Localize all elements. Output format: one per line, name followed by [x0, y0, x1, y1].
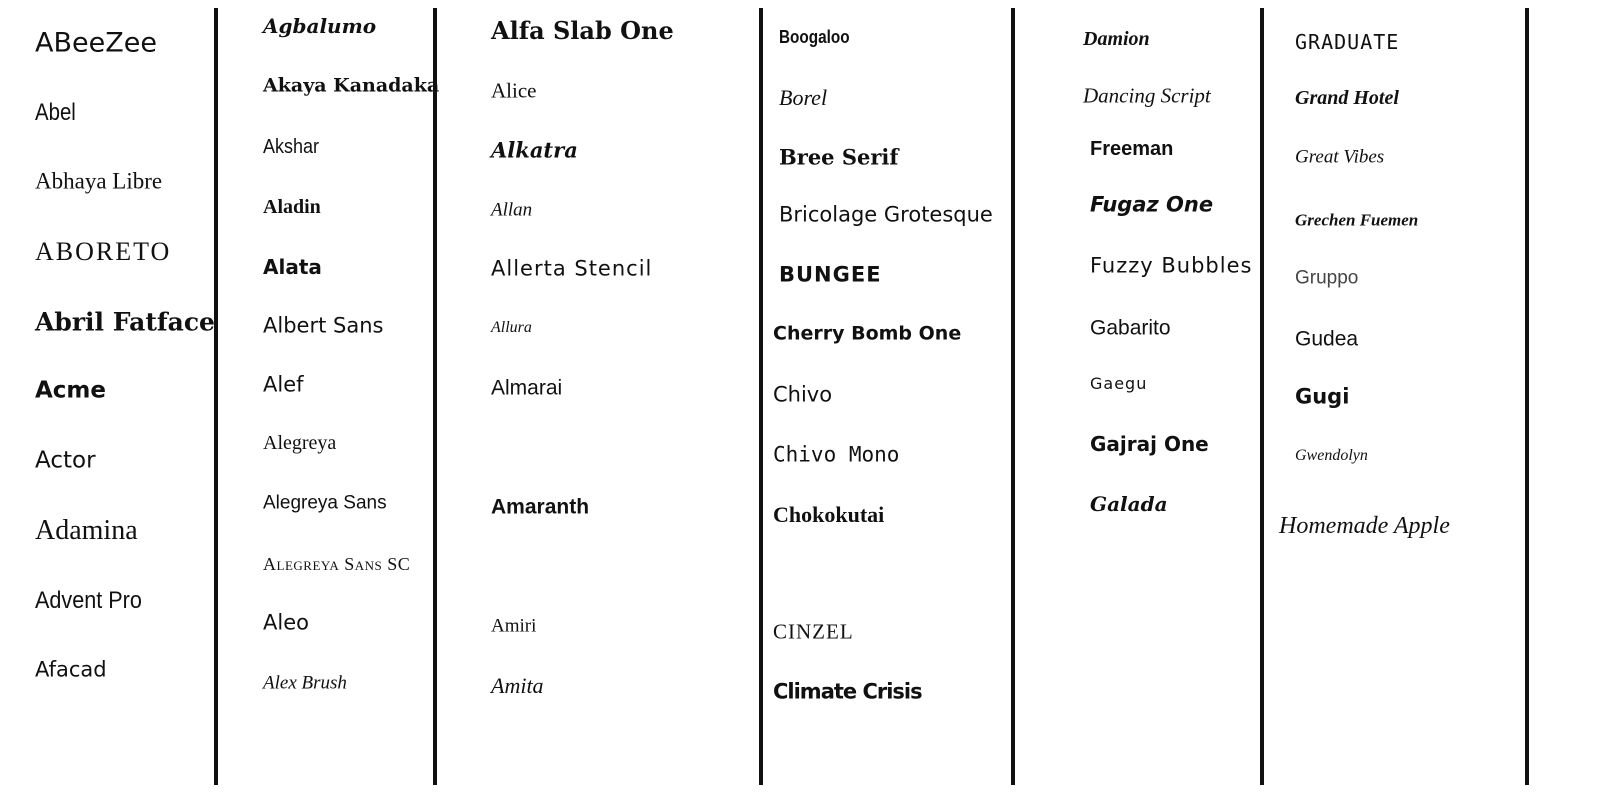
font-sample: Allura [491, 319, 532, 336]
font-sample: Aladin [263, 196, 321, 218]
font-sample: Allerta Stencil [491, 256, 653, 281]
column-divider [214, 8, 218, 785]
font-sample: Grand Hotel [1295, 87, 1399, 109]
font-sample: Gudea [1295, 327, 1359, 351]
font-sample: Homemade Apple [1279, 513, 1450, 539]
font-sample: Alegreya Sans SC [263, 554, 411, 574]
font-sample: Allan [491, 199, 533, 221]
font-sample: Borel [779, 85, 828, 110]
font-sample: Fugaz One [1090, 192, 1214, 217]
font-sample: Dancing Script [1083, 83, 1211, 108]
font-sample: Abel [35, 99, 76, 126]
font-sample: Akshar [263, 136, 320, 158]
font-sample: GRADUATE [1295, 30, 1400, 54]
column-divider [1525, 8, 1529, 785]
font-sample: Gabarito [1090, 316, 1171, 340]
font-sample: Climate Crisis [773, 679, 923, 704]
font-sample: Chivo Mono [773, 442, 900, 467]
font-sample: Amita [491, 673, 544, 698]
font-sample: Boogaloo [779, 27, 850, 47]
font-sample: Amiri [491, 615, 537, 637]
column-divider [433, 8, 437, 785]
font-sample: Almarai [491, 376, 563, 400]
font-sample: Actor [35, 447, 96, 474]
font-sample: ABeeZee [35, 27, 157, 59]
font-sample: Gaegu [1090, 374, 1148, 393]
font-sample: Gugi [1295, 384, 1350, 409]
font-sample: Abril Fatface [35, 307, 215, 337]
font-sample: Gruppo [1295, 267, 1359, 289]
font-sample: BUNGEE [779, 262, 882, 287]
font-sample: Alfa Slab One [491, 16, 674, 45]
font-sample: Gajraj One [1090, 432, 1209, 456]
font-sample: Alice [491, 78, 537, 103]
font-sample: Aleo [263, 610, 309, 635]
font-sample: Acme [35, 377, 106, 404]
font-sample: Fuzzy Bubbles [1090, 253, 1253, 278]
font-sample: Alegreya [263, 432, 337, 454]
font-sample: Chokokutai [773, 502, 885, 527]
font-sample: Grechen Fuemen [1295, 210, 1419, 230]
font-sample: Akaya Kanadaka [263, 74, 440, 97]
column-divider [1260, 8, 1264, 785]
font-sample: Afacad [35, 657, 107, 682]
font-sample: ABORETO [35, 237, 172, 266]
font-sample: Galada [1090, 492, 1168, 516]
font-sample: Damion [1083, 28, 1150, 50]
column-divider [1011, 8, 1015, 785]
font-sample: CINZEL [773, 619, 854, 644]
font-sample: Cherry Bomb One [773, 322, 962, 345]
font-sample: Chivo [773, 382, 833, 407]
font-sample: Alegreya Sans [263, 492, 387, 514]
font-sample: Alef [263, 372, 304, 397]
font-sample: Albert Sans [263, 313, 384, 338]
font-sample: Alex Brush [263, 672, 347, 694]
font-sample: Freeman [1090, 138, 1174, 160]
font-sample: Adamina [35, 515, 138, 546]
font-sample: Advent Pro [35, 587, 142, 614]
font-sample: Bricolage Grotesque [779, 202, 993, 227]
column-divider [759, 8, 763, 785]
font-sample: Agbalumo [263, 14, 377, 38]
font-sample: Alkatra [491, 137, 578, 163]
font-sample: Alata [263, 255, 322, 279]
font-sample: Amaranth [491, 495, 590, 519]
font-sample: Great Vibes [1295, 146, 1385, 168]
font-sample: Gwendolyn [1295, 447, 1368, 464]
font-sample: Abhaya Libre [35, 168, 163, 194]
font-sample: Bree Serif [779, 144, 899, 170]
